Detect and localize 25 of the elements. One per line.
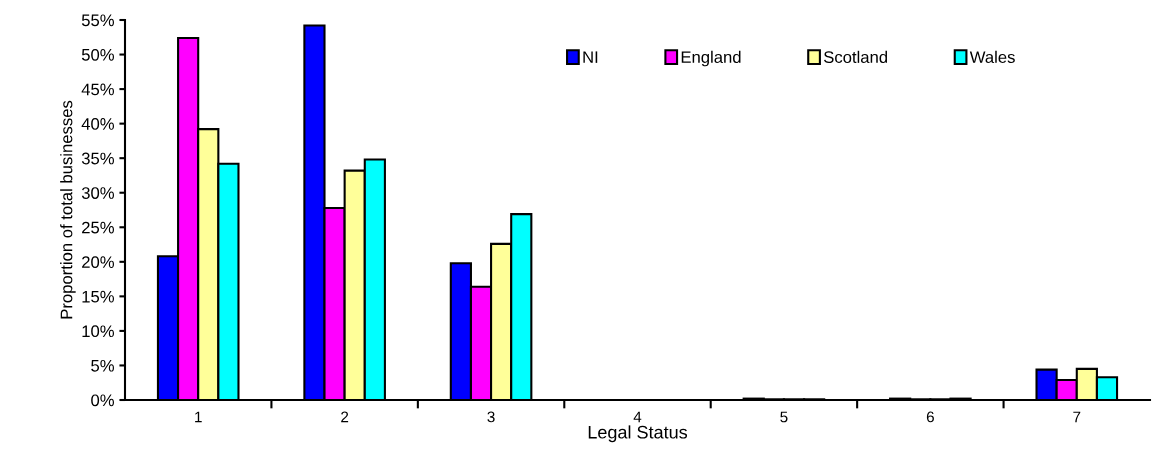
legend-label: England <box>681 50 741 67</box>
x-tick-label: 2 <box>341 411 349 423</box>
y-tick-label: 5% <box>91 359 114 372</box>
legend-label: Scotland <box>823 50 888 64</box>
y-axis-title: Proportion of total businesses <box>60 100 76 319</box>
y-tick-label: 40% <box>81 118 114 130</box>
y-tick-label: 15% <box>82 290 114 303</box>
x-tick-label: 5 <box>780 411 788 423</box>
legend-label: Wales <box>969 50 1015 64</box>
y-tick-label: 20% <box>82 256 114 269</box>
y-tick-label: 10% <box>82 325 114 338</box>
x-tick-label: 7 <box>1073 411 1081 423</box>
y-tick-label: 0% <box>91 394 114 407</box>
y-tick-label: 35% <box>81 152 114 165</box>
y-tick-label: 45% <box>81 83 114 96</box>
x-tick-label: 6 <box>926 411 934 423</box>
y-tick-label: 55% <box>81 14 114 27</box>
x-tick-label: 1 <box>195 411 202 423</box>
x-tick-label: 4 <box>633 411 642 423</box>
x-axis-title: Legal Status <box>588 425 688 443</box>
y-tick-label: 50% <box>81 48 114 61</box>
x-tick-label: 3 <box>487 411 495 423</box>
y-tick-label: 25% <box>82 221 114 234</box>
y-tick-label: 30% <box>81 187 114 199</box>
legend-label: NI <box>583 51 598 63</box>
